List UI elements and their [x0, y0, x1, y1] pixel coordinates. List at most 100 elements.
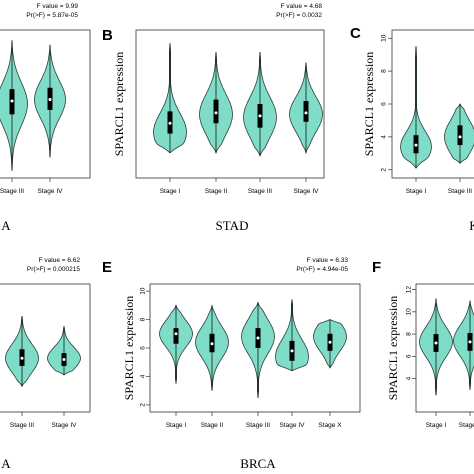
y-tick-label: 6 [140, 346, 147, 350]
x-tick-label: Stage IV [38, 188, 64, 195]
x-tick-label: Stage II [201, 422, 224, 429]
y-tick-label: 2 [381, 168, 388, 172]
violin-stage-i [419, 298, 453, 396]
violin-median [62, 358, 66, 362]
y-axis-title: SPARCL1 expression [362, 52, 376, 157]
chart-panel-5: Stage I Stage II Stage III Stage IV Stage X 2… [102, 257, 361, 471]
x-tick-label: Stage III [248, 188, 272, 195]
violin-stage-iii [0, 40, 28, 171]
violin-median [304, 111, 308, 115]
violin-stage-iii [243, 52, 277, 157]
chart-panel-6: Stage I Stage II 4 6 8 10 12 SPARCL1 expression… [372, 259, 474, 429]
x-tick-label: Stage I [160, 188, 181, 195]
violin-median [434, 341, 438, 345]
cancer-type-label: A [1, 218, 11, 233]
p-value-label: Pr(>F) = 0.0032 [276, 12, 322, 19]
cancer-type-label: A [1, 456, 11, 471]
plot-frame [0, 29, 91, 179]
x-tick-label: Stage II [205, 188, 228, 195]
x-tick-label: Stage X [318, 422, 342, 429]
p-value-label: Pr(>F) = 4.94e-05 [296, 266, 348, 273]
y-axis-title: SPARCL1 expression [122, 296, 136, 401]
p-value-label: Pr(>F) = 5.87e-05 [26, 12, 78, 19]
x-tick-label: Stage I [406, 188, 427, 195]
y-tick-label: 2 [140, 403, 147, 407]
violin-median [48, 98, 52, 102]
cancer-type-label: K [469, 218, 474, 233]
y-tick-label: 4 [140, 374, 147, 378]
violin-stage-i [159, 304, 193, 384]
violin-stage-iv [47, 326, 81, 376]
violin-stage-iii [444, 103, 474, 164]
panel-letter: E [102, 259, 112, 276]
violin-median [328, 340, 332, 344]
violin-stage-iv [289, 62, 323, 155]
f-value-label: F value = 6.33 [307, 257, 349, 264]
violin-stage-x [313, 319, 347, 369]
violin-stage-i [153, 43, 187, 154]
violin-median [458, 135, 462, 139]
x-tick-label: Stage IV [294, 188, 320, 195]
x-tick-label: Stage III [246, 422, 270, 429]
y-tick-label: 8 [140, 317, 147, 321]
chart-panel-4: Stage III Stage IV F value = 6.62 Pr(>F) = … [0, 257, 91, 471]
y-tick-label: 6 [381, 102, 388, 106]
violin-median [258, 114, 262, 118]
x-tick-label: Stage III [0, 188, 24, 195]
y-axis-title: SPARCL1 expression [386, 296, 400, 401]
violin-median [468, 340, 472, 344]
f-value-label: F value = 9.99 [37, 3, 79, 10]
chart-panel-3: Stage I Stage III 2 4 6 8 10 SPARCL1 expression… [350, 25, 474, 233]
violin-stage-ii [195, 305, 229, 391]
y-tick-label: 6 [406, 354, 413, 358]
violin-median [256, 336, 260, 340]
y-tick-label: 4 [381, 135, 388, 139]
y-tick-label: 10 [406, 308, 413, 316]
x-tick-label: Stage IV [280, 422, 306, 429]
x-tick-label: Stage III [448, 188, 472, 195]
violin-median [214, 111, 218, 115]
violin-median [20, 356, 24, 360]
chart-panel-1: Stage III Stage IV F value = 9.99 Pr(>F) = … [0, 3, 91, 233]
y-tick-label: 10 [381, 34, 388, 42]
panel-letter: C [350, 25, 361, 42]
y-tick-label: 4 [406, 376, 413, 380]
y-tick-label: 12 [406, 286, 413, 294]
violin-stage-ii [199, 52, 233, 154]
violin-median [210, 342, 214, 346]
violin-stage-ii [453, 300, 474, 390]
x-tick-label: Stage II [459, 422, 474, 429]
y-tick-label: 10 [140, 287, 147, 295]
y-tick-label: 8 [381, 69, 388, 73]
violin-median [414, 143, 418, 147]
p-value-label: Pr(>F) = 0.000215 [27, 266, 80, 273]
plot-frame [135, 29, 325, 179]
cancer-type-label: BRCA [240, 456, 276, 471]
violin-median [168, 121, 172, 125]
violin-stage-iii [241, 301, 275, 398]
panel-letter: F [372, 259, 381, 276]
f-value-label: F value = 6.62 [39, 257, 81, 264]
chart-panel-2: Stage I Stage II Stage III Stage IV SPARCL1 … [102, 3, 325, 233]
x-tick-label: Stage I [166, 422, 187, 429]
f-value-label: F value = 4.68 [281, 3, 323, 10]
violin-stage-iv [34, 44, 66, 158]
x-tick-label: Stage III [10, 422, 34, 429]
x-tick-label: Stage I [426, 422, 447, 429]
violin-median [290, 349, 294, 353]
violin-median [10, 99, 14, 103]
plot-frame [0, 283, 91, 413]
y-axis-title: SPARCL1 expression [112, 52, 126, 157]
cancer-type-label: STAD [216, 218, 249, 233]
violin-stage-i [400, 46, 432, 169]
plot-frame [415, 283, 474, 413]
y-tick-label: 8 [406, 332, 413, 336]
violin-box [457, 125, 463, 146]
panel-letter: B [102, 27, 113, 44]
x-tick-label: Stage IV [52, 422, 78, 429]
violin-median [174, 332, 178, 336]
violin-box [173, 328, 179, 344]
violin-stage-iv [275, 299, 309, 372]
violin-stage-iii [5, 315, 39, 388]
